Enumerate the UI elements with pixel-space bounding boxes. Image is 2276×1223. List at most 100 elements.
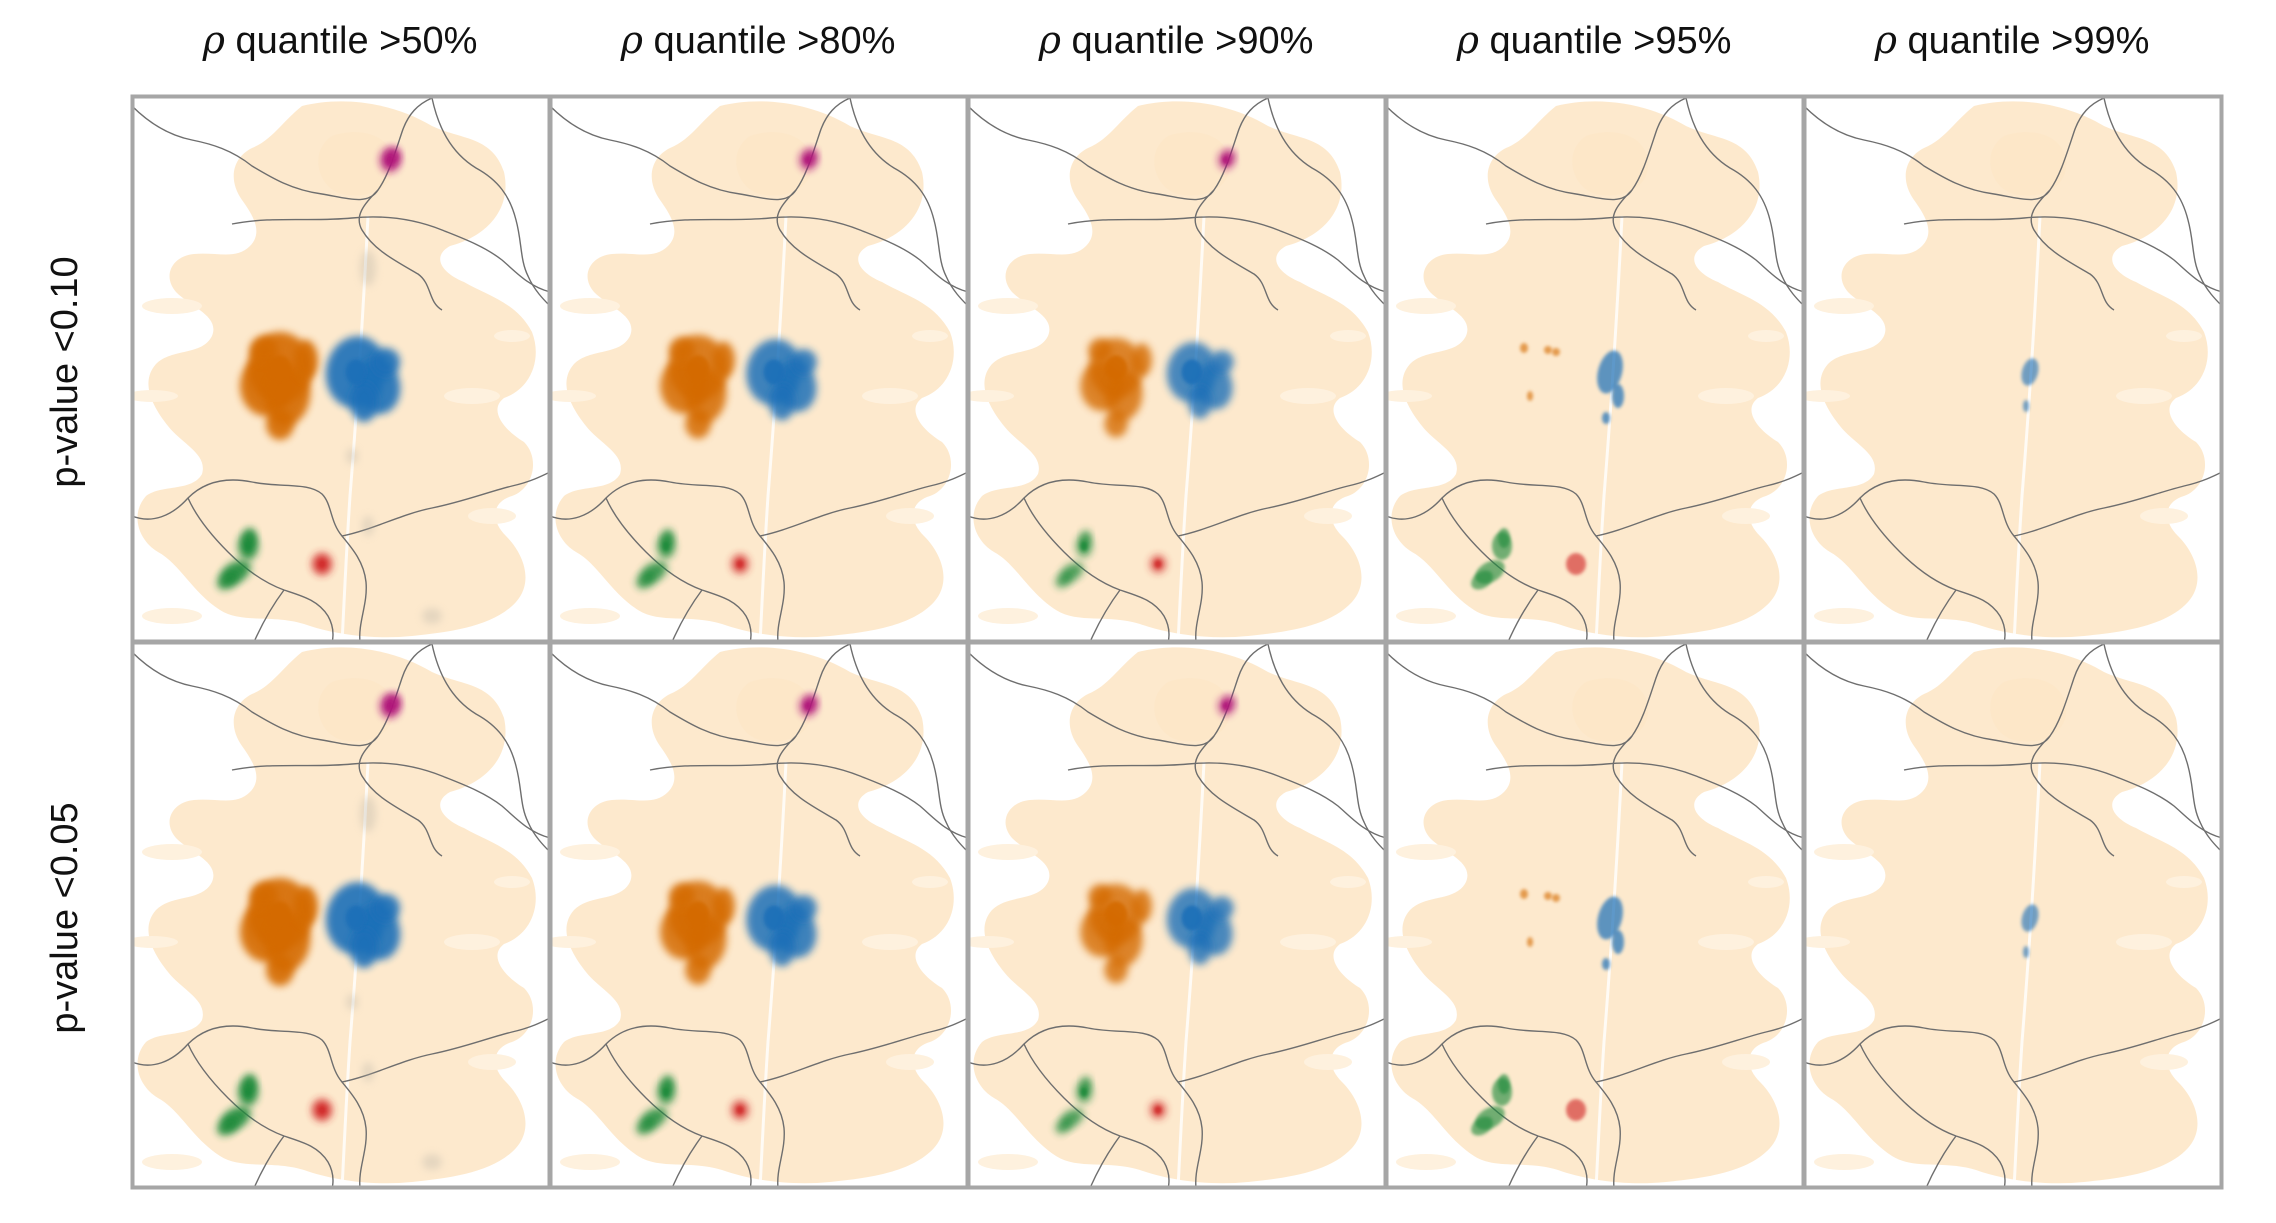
cluster-green [1471,570,1493,590]
cluster-orange [669,337,695,363]
admin-border [1194,735,1279,857]
cluster-grey [362,1062,374,1082]
admin-border [1804,643,2105,747]
admin-border [2013,1017,2222,1083]
cluster-grey [360,250,376,286]
admin-border [253,1135,285,1188]
land-patch [142,298,202,314]
land-patch [550,936,596,948]
map-panel-r2-c5 [1804,642,2222,1188]
land-area-north [1990,132,2067,196]
land-patch [1814,298,1874,314]
land-patch [2116,388,2172,404]
land-patch [1386,390,1432,402]
road-line [758,761,788,1188]
land-patch [468,508,516,524]
land-patch [142,608,202,624]
cluster-orange [1104,410,1128,438]
land-patch [1396,608,1456,624]
land-patch [1386,936,1432,948]
column-header-3: ρ quantile >90% [1038,18,1314,62]
cluster-orange [669,883,695,909]
cluster-orange [1544,892,1552,900]
land-patch [132,390,178,402]
land-patch [560,844,620,860]
cluster-orange [1527,937,1533,947]
land-patch [2140,508,2188,524]
cluster-orange-core [686,901,710,927]
cluster-blue [2023,946,2029,958]
cluster-green [217,1116,239,1136]
land-patch [1722,508,1770,524]
land-area [1391,101,1790,638]
admin-border [968,643,1269,747]
cluster-orange [1131,889,1153,923]
land-patch [978,608,1038,624]
land-area-north [318,132,395,196]
admin-border [1177,471,1386,537]
cluster-grey [346,994,358,1010]
map-panel-r2-c1 [132,642,550,1188]
land-patch [550,390,596,402]
admin-border [2013,471,2222,537]
admin-border [1177,1017,1386,1083]
admin-border [671,1135,703,1188]
cluster-grey [422,1154,442,1170]
land-patch [1814,1154,1874,1170]
admin-border [1507,589,1539,642]
cluster-green-core [662,541,670,551]
land-area-north [1572,678,1649,742]
cluster-orange [1527,391,1533,401]
cluster-green-core [244,541,252,551]
admin-border [1925,589,1957,642]
land-area [1391,647,1790,1184]
admin-border [2030,189,2115,311]
cluster-orange [685,955,711,985]
cluster-orange [1105,917,1143,967]
land-patch [494,330,530,342]
cluster-green [636,1117,656,1135]
land-patch [1304,508,1352,524]
cluster-red [1566,553,1586,575]
admin-border [550,97,851,201]
road-line [1594,761,1624,1188]
cluster-grey [422,608,442,624]
admin-border [1089,589,1121,642]
road-line [1176,761,1206,1188]
cluster-green-core [1080,1087,1088,1097]
cluster-green [1471,1116,1493,1136]
cluster-blue [350,928,378,968]
admin-border [231,762,550,839]
land-patch [494,876,530,888]
admin-border [649,762,968,839]
admin-border [759,471,968,537]
land-patch [1814,844,1874,860]
land-area-north [1572,132,1649,196]
admin-border [776,189,861,311]
cluster-red-core [1154,1106,1162,1114]
admin-border [1903,762,2222,839]
land-patch [886,1054,934,1070]
land-patch [1396,298,1456,314]
column-header-5: ρ quantile >99% [1874,18,2150,62]
land-patch [862,934,918,950]
cluster-orange [250,336,278,364]
land-patch [1330,330,1366,342]
cluster-blue-core [1181,905,1203,931]
map-panel-r1-c2 [550,96,968,642]
cluster-blue [1597,896,1623,940]
land-patch [968,936,1014,948]
cluster-blue [1602,958,1610,970]
cluster-orange [1552,894,1560,902]
grid-frame [130,94,2224,1190]
admin-border [649,216,968,293]
map-panel-r1-c1 [132,96,550,642]
cluster-blue-core [345,905,367,931]
land-patch [142,844,202,860]
land-patch [1748,330,1784,342]
land-patch [1804,936,1850,948]
road-line [2012,215,2042,642]
road-line [1594,215,1624,642]
cluster-green-core [662,1087,670,1097]
